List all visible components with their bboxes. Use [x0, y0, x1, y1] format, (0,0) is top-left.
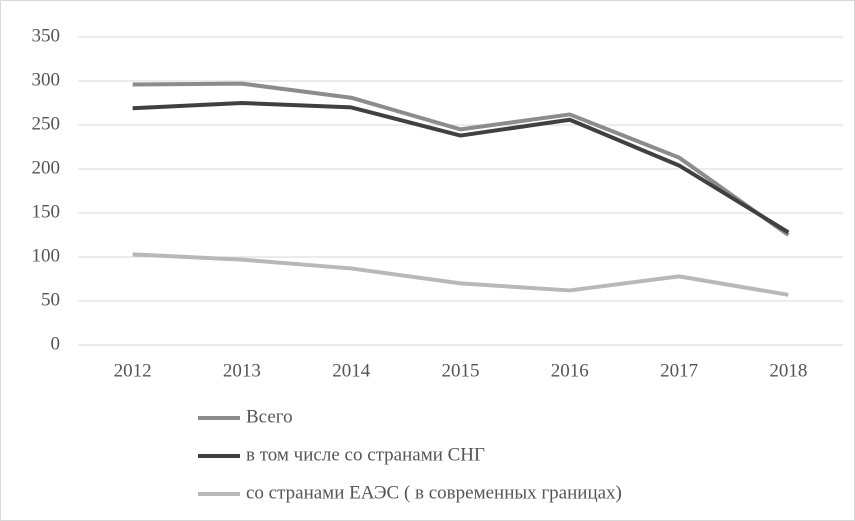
y-tick-label: 150 [32, 201, 61, 222]
x-tick-label: 2017 [660, 360, 698, 381]
x-tick-label: 2018 [769, 360, 807, 381]
y-tick-label: 300 [32, 69, 61, 90]
y-tick-label: 0 [51, 333, 61, 354]
legend-label: со странами ЕАЭС ( в современных граница… [246, 482, 622, 503]
legend-label: Всего [246, 406, 293, 427]
y-tick-label: 250 [32, 113, 61, 134]
y-tick-label: 100 [32, 245, 61, 266]
y-tick-label: 50 [41, 289, 60, 310]
line-series [132, 81, 790, 237]
x-tick-label: 2015 [442, 360, 480, 381]
y-tick-label: 350 [32, 25, 61, 46]
x-tick-label: 2013 [223, 360, 261, 381]
line-series [132, 252, 789, 297]
line-series [132, 101, 790, 235]
x-tick-label: 2016 [551, 360, 589, 381]
x-tick-label: 2012 [114, 360, 152, 381]
y-tick-label: 200 [32, 157, 61, 178]
x-tick-label: 2014 [332, 360, 371, 381]
legend-label: в том числе со странами СНГ [246, 444, 485, 465]
